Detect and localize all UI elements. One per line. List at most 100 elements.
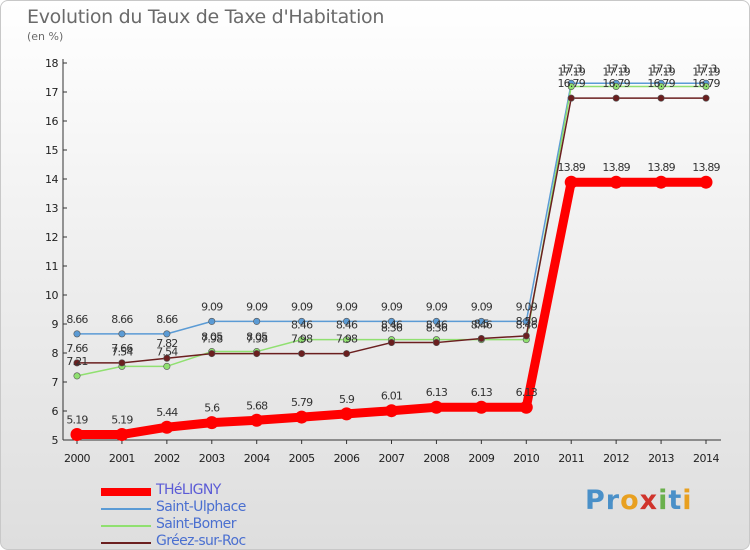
legend-label: THéLIGNY: [156, 482, 221, 498]
data-point: [253, 350, 261, 358]
data-point: [612, 82, 620, 90]
data-label: 6.13: [471, 386, 493, 399]
data-label: 7.54: [111, 345, 133, 358]
axes: 5 6 7 8 9 10 11 12 13 14 15 16 17 18 2000 2001 2002 2003 2…: [45, 57, 721, 465]
data-label: 9.09: [516, 300, 538, 313]
data-point: [298, 336, 306, 344]
data-label: 8.46: [381, 319, 403, 332]
data-point: [73, 372, 81, 380]
data-label: 8.05: [201, 331, 223, 344]
data-point: [702, 82, 710, 90]
data-label: 5.6: [204, 402, 220, 415]
data-point: [70, 427, 84, 441]
data-label: 8.46: [426, 319, 448, 332]
data-point: [160, 420, 174, 434]
data-label: 8.46: [471, 319, 493, 332]
data-label: 6.13: [516, 386, 538, 399]
data-point: [429, 400, 443, 414]
data-point: [387, 317, 395, 325]
data-label: 17.3: [650, 62, 672, 75]
data-label: 6.13: [426, 386, 448, 399]
data-point: [612, 94, 620, 102]
logo-letter: i: [682, 485, 693, 516]
data-label: 17.19: [602, 65, 630, 78]
x-tick-label: 2012: [603, 452, 629, 465]
legend-swatch: [101, 508, 151, 510]
data-label: 8.66: [156, 313, 178, 326]
y-tick-label: 15: [45, 144, 58, 157]
data-point: [205, 416, 219, 430]
y-tick-label: 7: [52, 376, 59, 389]
data-label: 13.89: [602, 161, 630, 174]
y-tick-label: 9: [52, 318, 59, 331]
logo-letter: i: [658, 485, 669, 516]
data-point: [657, 94, 665, 102]
data-label: 5.44: [156, 406, 178, 419]
data-point: [253, 317, 261, 325]
x-tick-label: 2013: [648, 452, 674, 465]
x-tick-label: 2014: [693, 452, 719, 465]
data-label: 16.79: [602, 77, 630, 90]
series-lines: [70, 79, 713, 441]
data-label: 9.09: [291, 300, 313, 313]
logo-letter: o: [620, 485, 640, 516]
data-label: 5.19: [66, 413, 88, 426]
data-label: 9.09: [381, 300, 403, 313]
legend-swatch: [101, 488, 151, 496]
data-label: 8.46: [336, 319, 358, 332]
data-label: 8.66: [66, 313, 88, 326]
data-label: 8.46: [516, 319, 538, 332]
x-tick-label: 2005: [289, 452, 315, 465]
legend-label: Gréez-sur-Roc: [156, 533, 246, 549]
data-label: 5.68: [246, 399, 268, 412]
data-point: [343, 317, 351, 325]
x-tick-label: 2003: [199, 452, 225, 465]
data-point: [343, 336, 351, 344]
x-tick-label: 2001: [109, 452, 135, 465]
data-label: 17.19: [557, 65, 585, 78]
data-label: 13.89: [557, 161, 585, 174]
data-point: [208, 350, 216, 358]
data-point: [73, 359, 81, 367]
data-label: 7.98: [336, 333, 358, 346]
y-tick-label: 17: [45, 86, 58, 99]
data-label: 13.89: [692, 161, 720, 174]
data-label: 6.01: [381, 390, 402, 403]
data-label: 5.9: [339, 393, 355, 406]
y-tick-label: 16: [45, 115, 58, 128]
x-tick-label: 2002: [154, 452, 180, 465]
data-label: 8.5: [474, 318, 490, 331]
data-point: [73, 330, 81, 338]
data-label: 7.98: [246, 333, 268, 346]
x-tick-label: 2011: [558, 452, 584, 465]
unit-label: (en %): [27, 30, 64, 43]
data-point: [657, 82, 665, 90]
data-label: 16.79: [557, 77, 585, 90]
data-point: [343, 350, 351, 358]
data-point: [115, 427, 129, 441]
data-point: [387, 339, 395, 347]
data-point: [567, 82, 575, 90]
data-label: 17.19: [647, 65, 675, 78]
data-label: 8.36: [381, 322, 403, 335]
x-tick-label: 2010: [513, 452, 539, 465]
data-label: 17.3: [605, 62, 627, 75]
legend-swatch: [101, 542, 151, 544]
x-tick-label: 2009: [468, 452, 494, 465]
data-point: [163, 354, 171, 362]
data-label: 17.3: [695, 62, 717, 75]
data-point: [298, 317, 306, 325]
data-label: 7.66: [111, 342, 133, 355]
data-label: 7.98: [201, 333, 223, 346]
legend-label: Saint-Ulphace: [156, 499, 246, 515]
x-tick-label: 2008: [423, 452, 449, 465]
data-label: 16.79: [647, 77, 675, 90]
y-tick-label: 18: [45, 57, 58, 70]
data-label: 9.09: [471, 300, 493, 313]
logo-letter: Pr: [585, 485, 621, 516]
data-point: [163, 330, 171, 338]
data-label: 7.66: [66, 342, 88, 355]
logo-letter: x: [639, 485, 659, 516]
